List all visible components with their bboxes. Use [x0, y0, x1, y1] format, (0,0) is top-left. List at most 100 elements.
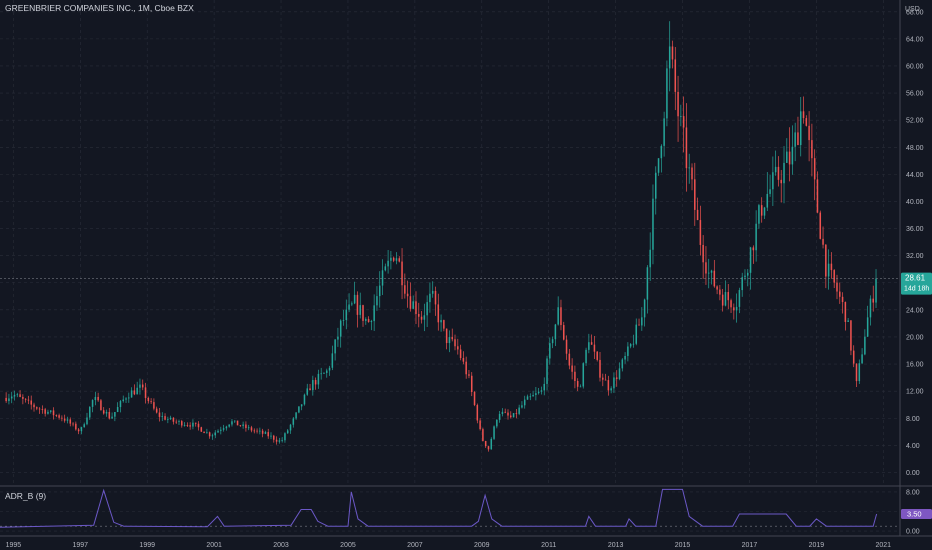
- candle-body: [760, 205, 763, 216]
- price-tick-label: 0.00: [906, 470, 920, 477]
- candle-body: [5, 397, 7, 402]
- candle-body: [22, 396, 24, 399]
- candle-body: [404, 285, 406, 294]
- candle-body: [36, 407, 38, 409]
- candle-body: [593, 344, 596, 352]
- candlestick-series: [5, 21, 877, 452]
- candle-body: [77, 429, 80, 432]
- candle-body: [320, 373, 322, 375]
- candle-body: [707, 272, 710, 274]
- candle-body: [100, 400, 102, 411]
- candle-body: [256, 430, 258, 432]
- candle-body: [139, 384, 141, 388]
- candle-body: [359, 305, 361, 315]
- candle-body: [231, 421, 233, 425]
- candle-body: [535, 393, 537, 396]
- candle-body: [825, 244, 827, 277]
- candle-body: [836, 282, 838, 292]
- candle-body: [786, 151, 788, 163]
- candle-body: [66, 419, 69, 421]
- candle-body: [270, 435, 272, 437]
- price-axis[interactable]: 0.004.008.0012.0016.0020.0024.0028.0032.…: [906, 9, 924, 477]
- candle-body: [214, 432, 217, 436]
- price-tick-label: 40.00: [906, 199, 924, 206]
- candle-body: [730, 300, 732, 308]
- candle-body: [830, 263, 833, 271]
- candle-body: [562, 325, 565, 340]
- candle-body: [861, 354, 863, 364]
- candle-body: [376, 296, 378, 306]
- candle-body: [543, 383, 546, 391]
- candle-body: [677, 91, 679, 117]
- candle-body: [713, 270, 716, 287]
- candle-body: [582, 363, 585, 387]
- candle-body: [652, 198, 654, 250]
- candle-body: [373, 305, 375, 322]
- candle-body: [629, 344, 632, 347]
- candle-body: [705, 262, 707, 274]
- candle-body: [211, 435, 214, 437]
- symbol-title[interactable]: GREENBRIER COMPANIES INC., 1M, Cboe BZX: [5, 3, 194, 13]
- candle-body: [802, 111, 805, 119]
- candle-body: [406, 293, 409, 297]
- candle-body: [164, 416, 166, 420]
- candle-body: [738, 290, 741, 307]
- candle-body: [281, 440, 283, 442]
- candle-body: [144, 387, 147, 398]
- price-grid: [0, 0, 900, 486]
- candle-body: [741, 277, 743, 291]
- candle-body: [420, 316, 423, 320]
- candle-body: [242, 424, 244, 426]
- candle-body: [641, 317, 643, 326]
- candle-body: [735, 306, 738, 311]
- candle-body: [378, 285, 381, 297]
- candle-body: [348, 304, 350, 310]
- candle-body: [694, 179, 696, 210]
- candle-body: [546, 358, 548, 384]
- candle-body: [236, 420, 239, 426]
- candle-body: [130, 390, 133, 398]
- candle-body: [49, 410, 52, 412]
- candle-body: [147, 397, 150, 402]
- candle-body: [345, 309, 348, 321]
- candle-body: [175, 421, 177, 423]
- time-tick-label: 1995: [6, 542, 22, 549]
- candle-body: [852, 350, 855, 364]
- candle-body: [479, 420, 481, 430]
- time-axis[interactable]: 1995 1997 1999 2001 2003 2005 2007 2009 2011 2013…: [6, 542, 892, 549]
- candle-body: [222, 428, 225, 430]
- candle-body: [334, 339, 336, 354]
- candle-body: [27, 399, 30, 401]
- candle-body: [208, 432, 211, 437]
- candle-body: [799, 111, 802, 146]
- indicator-title[interactable]: ADR_B (9): [5, 491, 47, 501]
- candle-body: [618, 368, 621, 379]
- candle-body: [141, 384, 144, 388]
- time-tick-label: 2021: [875, 542, 891, 549]
- candle-body: [515, 413, 518, 414]
- price-tick-label: 16.00: [906, 362, 924, 369]
- candle-body: [228, 424, 230, 427]
- candle-body: [8, 398, 10, 402]
- candle-body: [827, 263, 830, 277]
- candle-body: [72, 423, 74, 425]
- indicator-tick-label: 8.00: [906, 489, 920, 496]
- candle-body: [568, 353, 571, 366]
- candle-body: [429, 293, 431, 303]
- candle-body: [858, 363, 861, 382]
- candle-body: [674, 59, 677, 92]
- candle-body: [133, 390, 136, 395]
- candle-body: [774, 166, 777, 173]
- candle-body: [766, 193, 769, 208]
- candle-body: [476, 405, 479, 421]
- candle-body: [498, 414, 501, 420]
- time-tick-label: 2017: [742, 542, 758, 549]
- price-tick-label: 68.00: [906, 9, 924, 16]
- candle-body: [529, 396, 532, 398]
- candle-body: [200, 427, 203, 432]
- candle-body: [518, 407, 520, 414]
- price-tick-label: 52.00: [906, 118, 924, 125]
- candle-body: [615, 377, 618, 379]
- candle-body: [119, 401, 122, 408]
